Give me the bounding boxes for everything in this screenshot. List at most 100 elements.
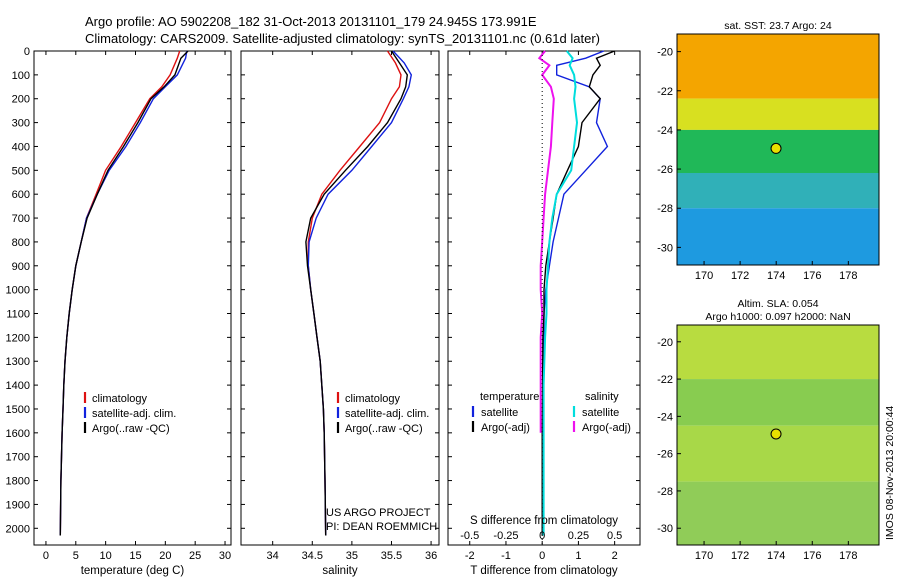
y-tick-label: 1200 [6, 332, 30, 344]
y-tick-label: -30 [657, 523, 673, 535]
x-tick-label: 174 [767, 270, 785, 282]
map-color-band [677, 208, 879, 265]
x-tick-label: 34.5 [302, 550, 323, 562]
y-tick-label: 1400 [6, 380, 30, 392]
x-axis-label: temperature (deg C) [81, 565, 185, 577]
y-tick-label: 500 [12, 165, 30, 177]
map-color-band [677, 481, 879, 545]
x-tick-label: 170 [695, 550, 713, 562]
argo-location-marker [770, 428, 782, 440]
x-tick-label: 20 [159, 550, 171, 562]
sst-map-panel: 170 172 174 176 178 -20 -22 -24 -26 -28 -30 sat. SS… [657, 20, 880, 282]
map-title: Altim. SLA: 0.054 [737, 298, 818, 310]
s-tick-label: -0.5 [460, 530, 479, 542]
map-color-band [677, 325, 879, 380]
x-tick-label: 5 [73, 550, 79, 562]
y-tick-label: 300 [12, 118, 30, 130]
s-axis-label: S difference from climatology [470, 515, 618, 527]
s-tick-label: 0 [539, 530, 545, 542]
x-tick-label: 25 [189, 550, 201, 562]
y-tick-label: 1600 [6, 428, 30, 440]
legend-label: satellite [481, 407, 518, 419]
y-tick-label: -24 [657, 411, 673, 423]
imos-credit: IMOS 08-Nov-2013 20:00:44 [884, 406, 896, 540]
s-tick-label: -0.25 [493, 530, 518, 542]
y-tick-label: 0 [24, 46, 30, 58]
x-tick-label: -1 [501, 550, 511, 562]
y-tick-label: 800 [12, 237, 30, 249]
legend-label: Argo(-adj) [481, 422, 530, 434]
y-tick-label: 1800 [6, 476, 30, 488]
plot-frame [33, 50, 232, 546]
legend-label: satellite [582, 407, 619, 419]
legend-label: satellite-adj. clim. [345, 408, 429, 420]
x-tick-label: 34 [267, 550, 279, 562]
map-frame [676, 324, 880, 546]
x-tick-label: 172 [731, 270, 749, 282]
map-title: sat. SST: 23.7 Argo: 24 [724, 20, 832, 32]
y-tick-label: -30 [657, 242, 673, 254]
y-tick-label: -20 [657, 337, 673, 349]
s-tick-label: 0.5 [607, 530, 622, 542]
x-axis-label: salinity [322, 565, 357, 577]
temperature-profile-panel: 0 5 10 15 20 25 300100200300400500600700800900… [6, 46, 232, 577]
y-tick-label: 600 [12, 189, 30, 201]
legend-label: climatology [92, 393, 148, 405]
legend-header-temperature: temperature [480, 391, 539, 403]
argo-location-marker [770, 142, 782, 154]
s-tick-label: 0.25 [568, 530, 589, 542]
legend-label: satellite-adj. clim. [92, 408, 176, 420]
x-tick-label: 178 [839, 270, 857, 282]
series-line-salinity_argo [537, 50, 555, 433]
header-line1: Argo profile: AO 5902208_182 31-Oct-2013… [85, 14, 537, 29]
legend-label: Argo(..raw -QC) [92, 423, 170, 435]
y-tick-label: 1100 [6, 309, 30, 321]
x-tick-label: 176 [803, 550, 821, 562]
y-tick-label: -24 [657, 125, 673, 137]
salinity-profile-panel: 34 34.5 35 35.5 36 salinity climatology satelli… [240, 50, 440, 577]
map-color-band [677, 98, 879, 130]
legend-label: climatology [345, 393, 401, 405]
x-tick-label: 170 [695, 270, 713, 282]
x-tick-label: 36 [425, 550, 437, 562]
header-line2: Climatology: CARS2009. Satellite-adjuste… [85, 31, 600, 46]
y-tick-label: 700 [12, 213, 30, 225]
y-tick-label: 200 [12, 94, 30, 106]
y-tick-label: 1700 [6, 452, 30, 464]
y-tick-label: -26 [657, 164, 673, 176]
map-color-band [677, 172, 879, 209]
legend-label: Argo(..raw -QC) [345, 423, 423, 435]
x-tick-label: 2 [612, 550, 618, 562]
y-tick-label: 900 [12, 261, 30, 273]
legend-label: Argo(-adj) [582, 422, 631, 434]
x-tick-label: 172 [731, 550, 749, 562]
x-tick-label: 174 [767, 550, 785, 562]
x-tick-label: 178 [839, 550, 857, 562]
y-tick-label: 1300 [6, 356, 30, 368]
x-axis-label: T difference from climatology [470, 565, 617, 577]
series-line-salinity_satellite [542, 50, 579, 536]
map-color-band [677, 379, 879, 426]
difference-profile-panel: -2 -1 0 1 2 T difference from climatology -0.5… [447, 50, 641, 577]
legend-header-salinity: salinity [585, 391, 619, 403]
y-tick-label: 2000 [6, 523, 30, 535]
x-tick-label: 1 [575, 550, 581, 562]
x-tick-label: 10 [100, 550, 112, 562]
y-tick-label: 1900 [6, 499, 30, 511]
x-tick-label: 35 [346, 550, 358, 562]
x-tick-label: -2 [465, 550, 475, 562]
y-tick-label: -20 [657, 47, 673, 59]
map-color-band [677, 34, 879, 99]
sla-map-panel: 170 172 174 176 178 -20 -22 -24 -26 -28 -30 Altim. … [657, 298, 880, 562]
y-tick-label: -28 [657, 486, 673, 498]
x-tick-label: 0 [539, 550, 545, 562]
series-line-argo [305, 50, 409, 536]
plot-frame [240, 50, 440, 546]
y-tick-label: -26 [657, 449, 673, 461]
y-tick-label: -22 [657, 374, 673, 386]
project-annotation: US ARGO PROJECT [326, 507, 431, 519]
x-tick-label: 176 [803, 270, 821, 282]
y-tick-label: -22 [657, 86, 673, 98]
x-tick-label: 30 [219, 550, 231, 562]
